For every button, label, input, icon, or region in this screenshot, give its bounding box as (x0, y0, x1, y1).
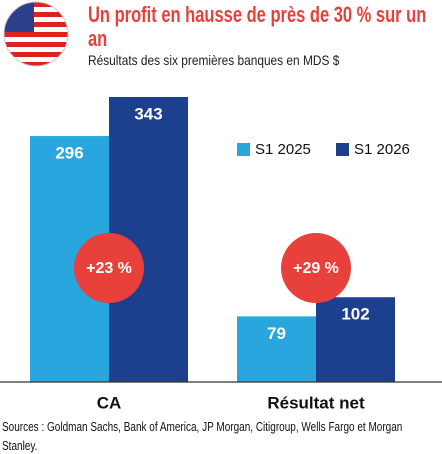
legend-swatch (336, 143, 349, 156)
annotation: +29 % (293, 260, 339, 277)
value-label: 296 (55, 144, 83, 163)
chart-subtitle: Résultats des six premières banques en M… (88, 52, 340, 68)
annotation-circle (74, 233, 144, 303)
flag-icon (4, 2, 68, 66)
chart-title: Un profit en hausse de près de 30 % sur … (88, 2, 427, 51)
annotation-circle (281, 233, 351, 303)
value-label: 79 (267, 324, 286, 343)
legend-swatch (237, 143, 250, 156)
x-tick-label: Résultat net (267, 393, 365, 412)
bar (316, 297, 395, 382)
bar (237, 316, 316, 382)
source-note: Sources : Goldman Sachs, Bank of America… (2, 420, 403, 453)
x-tick-label: CA (97, 393, 122, 412)
legend-label: S1 2026 (354, 141, 410, 158)
flag-border (3, 1, 69, 67)
value-label: 102 (341, 305, 369, 324)
annotation: +23 % (86, 260, 132, 277)
value-label: 343 (134, 104, 162, 123)
legend-label: S1 2025 (255, 141, 311, 158)
